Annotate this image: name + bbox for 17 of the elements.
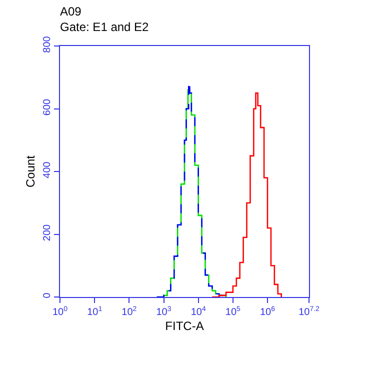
x-tick-label: 10$^{6}$ [260, 306, 276, 318]
x-axis-title: FITC-A [165, 318, 204, 333]
x-tick-label: 10$^{3}$ [156, 306, 172, 318]
y-tick-label: 800 [42, 36, 53, 53]
x-tick-label: 10$^{5}$ [225, 306, 241, 318]
y-axis-title: Count [23, 154, 38, 188]
x-tick-label: 10$^{1}$ [87, 306, 102, 318]
y-tick-label: 0 [42, 292, 53, 298]
y-tick-label: 600 [42, 98, 53, 116]
chart-title: A09 [60, 4, 82, 18]
x-tick-label: 10$^{4}$ [190, 306, 206, 318]
y-tick-label: 400 [42, 161, 53, 178]
x-tick-label: 10$^{2}$ [122, 306, 137, 318]
x-tick-label: 10$^{7.2}$ [298, 306, 320, 318]
y-tick-label: 200 [42, 224, 53, 242]
x-tick-label: 10$^{0}$ [52, 306, 68, 318]
chart-subtitle: Gate: E1 and E2 [60, 20, 150, 34]
